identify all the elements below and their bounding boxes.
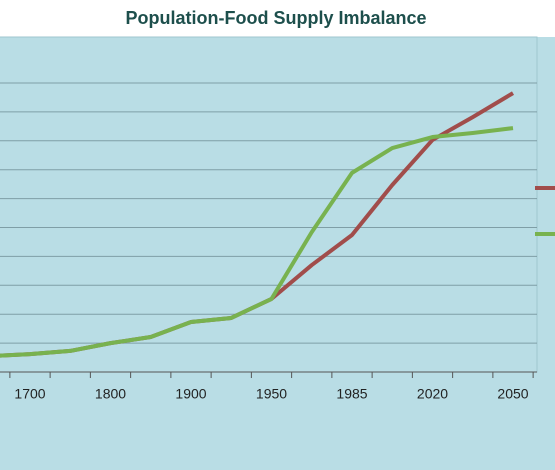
x-tick-label: 1900 — [175, 386, 206, 402]
x-tick-label: 1950 — [256, 386, 287, 402]
chart-title: Population-Food Supply Imbalance — [125, 8, 426, 28]
x-tick-label: 1700 — [14, 386, 45, 402]
x-tick-label: 1985 — [336, 386, 367, 402]
title-band — [0, 0, 555, 37]
x-tick-label: 1800 — [95, 386, 126, 402]
data-line — [0, 126, 514, 358]
x-tick-label: 2020 — [417, 386, 448, 402]
plot-area — [0, 36, 538, 373]
x-tick-label: 2050 — [497, 386, 528, 402]
